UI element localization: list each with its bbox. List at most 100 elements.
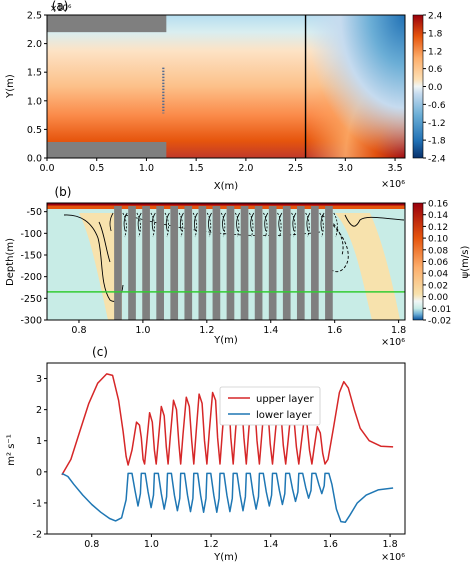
panel-b-frame	[46, 202, 406, 321]
y-tick-label: -200	[20, 272, 42, 283]
ridge-9	[240, 206, 249, 320]
colorbar-tick-label: 0.10	[428, 235, 448, 245]
panel-a-ylabel: Y(m)	[5, 74, 16, 99]
positive-region-east	[335, 213, 400, 320]
x-tick-label: 1.4	[263, 325, 278, 336]
ridge-eddy-contour	[250, 212, 255, 232]
y-tick-label: 2	[36, 405, 42, 416]
y-tick-label: 1.0	[27, 96, 42, 107]
ridge-eddy-contour	[192, 212, 198, 238]
ridge-eddy-contour	[136, 212, 141, 238]
panel-b-colorbar-label: ψ(m/s)	[460, 246, 471, 279]
y-tick-label: -250	[20, 294, 42, 305]
panel-a-colorbar-ticks: 2.4 1.8 1.2 0.6 0.0 -0.6 -1.2 -1.8 -2.4	[423, 12, 446, 165]
x-tick-label: 1.0	[139, 163, 154, 174]
colorbar-tick-label: 0.14	[428, 211, 448, 221]
x-tick-label: 0.8	[71, 325, 86, 336]
y-tick-label: -300	[20, 316, 42, 327]
contour-east-dashed	[321, 214, 349, 273]
ridge-eddy-contour	[292, 212, 297, 232]
panel-b-field	[47, 203, 405, 320]
ridge-eddy-contour	[220, 212, 226, 238]
legend: upper layer lower layer	[219, 386, 321, 426]
panel-a-xlabel: X(m)	[214, 181, 238, 192]
colorbar-tick-label: 0.00	[428, 293, 448, 303]
ridge-13	[296, 206, 305, 320]
x-tick-label: 1.2	[204, 539, 219, 550]
x-tick-label: 1.2	[199, 325, 214, 336]
ridge-eddy-contour	[305, 212, 310, 238]
colorbar-tick-label: 0.12	[428, 223, 448, 233]
ridge-eddy-contour	[234, 212, 240, 238]
ridge-eddy-contour	[193, 212, 198, 232]
colorbar-tick-label: -1.8	[428, 137, 446, 147]
colorbar-tick-label: 2.4	[428, 12, 443, 22]
x-tick-label: 1.8	[391, 325, 406, 336]
panel-b-colorbar-ticks: 0.160.14 0.12 0.100.08 0.06 0.040.02 0.00 -0.0…	[423, 200, 451, 327]
contour-east-dashed-2	[329, 219, 344, 256]
colorbar-tick-label: -2.4	[428, 155, 446, 165]
ridge-eddy-contour	[306, 212, 311, 232]
y-tick-label: 0.5	[27, 125, 42, 136]
y-tick-label: -150	[20, 251, 42, 262]
ridge-2	[142, 206, 150, 320]
ridge-eddy-contour	[320, 212, 325, 232]
ridge-8	[226, 206, 235, 320]
x-tick-label: 1.6	[327, 325, 342, 336]
ridge-15	[325, 206, 333, 320]
panel-a: (a) 0.0 0.5 1.0 1.5 2.0 2.5 3.0 3.5 0.0 0.5 1.0 1.5…	[5, 0, 446, 192]
panel-a-frame	[46, 14, 406, 159]
ridge-eddy-contour	[222, 212, 226, 232]
panel-b-label: (b)	[55, 185, 72, 199]
y-tick-label: 0.0	[27, 154, 42, 165]
ridge-12	[282, 206, 291, 320]
y-tick-label: -2	[33, 530, 42, 541]
ridge-eddy-contour	[206, 212, 212, 238]
ridge-6	[198, 206, 207, 320]
y-tick-label: -1	[33, 498, 42, 509]
x-tick-label: 2.5	[288, 163, 303, 174]
panel-c: (c) 0.8 1.0 1.2 1.4 1.6 1.8 3 2 1 0 -1 -2 upper lay…	[6, 345, 406, 563]
ridge-eddy-contour	[137, 212, 142, 232]
colorbar-tick-label: -0.6	[428, 101, 446, 111]
ridge-eddy-contour	[179, 212, 184, 232]
panel-c-x-offset: ×10⁶	[381, 552, 405, 563]
y-tick-label: 1	[36, 436, 42, 447]
ridge-eddy-contour	[109, 212, 114, 232]
ridge-7	[212, 206, 221, 320]
y-tick-label: 2.5	[27, 11, 42, 22]
panel-c-frame	[46, 362, 406, 535]
colorbar-tick-label: 0.02	[428, 281, 448, 291]
colorbar-tick-label: 0.06	[428, 258, 448, 268]
colorbar-tick-label: 0.16	[428, 200, 448, 210]
ridge-eddy-contour	[278, 212, 283, 232]
panel-a-axes: 0.0 0.5 1.0 1.5 2.0 2.5 3.0 3.5 0.0 0.5 1.0 1.5 2.0 2…	[27, 11, 403, 175]
contour-east	[344, 214, 405, 227]
ridge-eddy-contour	[333, 212, 338, 238]
ridge-11	[268, 206, 277, 320]
panel-c-axes: 0.8 1.0 1.2 1.4 1.6 1.8 3 2 1 0 -1 -2	[33, 374, 398, 550]
y-tick-label: 1.5	[27, 68, 42, 79]
y-tick-label: 0	[36, 467, 42, 478]
panel-a-label: (a)	[52, 0, 69, 13]
contour-mid-dashed	[124, 214, 321, 236]
ridges	[109, 206, 338, 320]
colorbar-tick-label: -1.2	[428, 119, 446, 129]
x-tick-label: 1.0	[135, 325, 150, 336]
panel-b-x-offset: ×10⁶	[381, 337, 405, 348]
panel-b: (b) 0.8 1.0 1.2 1.4 1.6 1.8 -50 -100 -150 -200 -25…	[5, 185, 471, 348]
ridge-eddy-contour	[236, 212, 241, 232]
panel-a-east-blue	[306, 15, 405, 158]
panel-b-axes: 0.8 1.0 1.2 1.4 1.6 1.8 -50 -100 -150 -200 -250 -30…	[20, 207, 406, 336]
y-tick-label: -100	[20, 229, 42, 240]
x-tick-label: 1.5	[189, 163, 204, 174]
ridge-eddy-contour	[123, 212, 128, 232]
ridge-eddy-contour	[277, 212, 282, 238]
ridge-eddy-contour	[291, 212, 296, 238]
ridge-eddy-contour	[164, 212, 169, 238]
land-blocks	[47, 15, 167, 158]
ridge-eddy-contour	[151, 212, 156, 232]
ridge-eddy-contour	[319, 212, 324, 238]
x-tick-label: 0.0	[39, 163, 54, 174]
colorbar-tick-label: 1.8	[428, 29, 443, 39]
